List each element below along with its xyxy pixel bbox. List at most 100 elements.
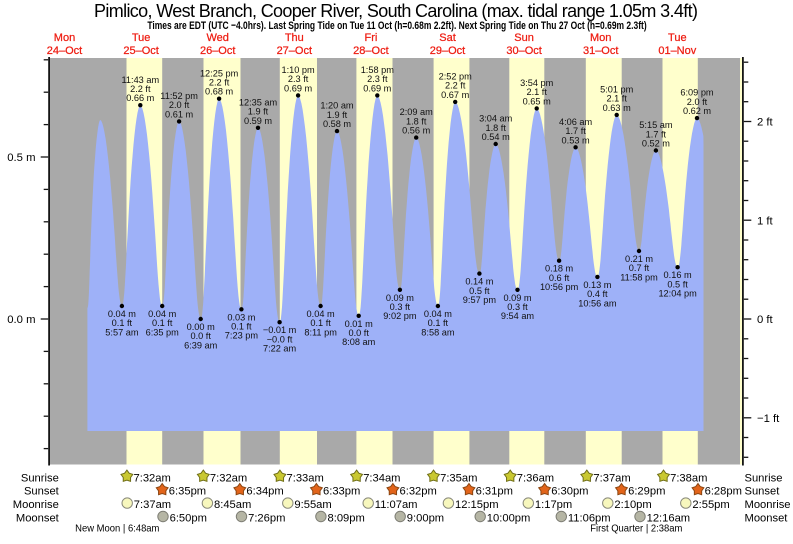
svg-text:0.65 m: 0.65 m <box>523 96 551 106</box>
svg-text:Sunset: Sunset <box>745 486 781 498</box>
svg-text:0.14 m: 0.14 m <box>465 277 493 287</box>
svg-text:0.58 m: 0.58 m <box>323 119 351 129</box>
svg-text:Moonrise: Moonrise <box>13 499 59 511</box>
svg-text:0.1 ft: 0.1 ft <box>310 318 331 328</box>
svg-text:6:28pm: 6:28pm <box>705 486 742 498</box>
svg-text:6:30pm: 6:30pm <box>551 486 588 498</box>
svg-text:7:23 pm: 7:23 pm <box>225 331 259 341</box>
svg-text:0 ft: 0 ft <box>757 314 774 326</box>
svg-text:2:09 am: 2:09 am <box>400 107 434 117</box>
svg-text:1.8 ft: 1.8 ft <box>485 123 506 133</box>
svg-text:2:52 pm: 2:52 pm <box>439 72 473 82</box>
svg-text:0.4 ft: 0.4 ft <box>587 289 608 299</box>
svg-text:0.68 m: 0.68 m <box>205 87 233 97</box>
svg-text:26–Oct: 26–Oct <box>200 45 235 57</box>
svg-text:2.0 ft: 2.0 ft <box>169 100 190 110</box>
svg-text:0.52 m: 0.52 m <box>642 139 670 149</box>
svg-text:8:11 pm: 8:11 pm <box>304 327 337 337</box>
svg-text:8:45am: 8:45am <box>214 499 251 511</box>
svg-text:28–Oct: 28–Oct <box>353 45 388 57</box>
svg-text:1:20 am: 1:20 am <box>320 101 354 111</box>
svg-text:Mon: Mon <box>54 32 75 44</box>
svg-text:First Quarter | 2:38am: First Quarter | 2:38am <box>590 523 682 535</box>
svg-text:0.00 m: 0.00 m <box>187 322 215 332</box>
svg-text:12:04 pm: 12:04 pm <box>658 289 697 299</box>
svg-text:0.5 m: 0.5 m <box>7 152 35 164</box>
svg-text:Times are EDT (UTC −4.0hrs). L: Times are EDT (UTC −4.0hrs). Last Spring… <box>147 20 646 33</box>
svg-text:11:06pm: 11:06pm <box>568 513 611 525</box>
svg-text:0.6 ft: 0.6 ft <box>549 273 570 283</box>
svg-text:9:00pm: 9:00pm <box>407 513 444 525</box>
svg-text:Thu: Thu <box>285 32 304 44</box>
svg-text:5:57 am: 5:57 am <box>105 327 139 337</box>
svg-text:0.13 m: 0.13 m <box>583 280 611 290</box>
svg-text:Pimlico, West Branch, Cooper R: Pimlico, West Branch, Cooper River, Sout… <box>94 1 698 21</box>
svg-text:10:00pm: 10:00pm <box>487 513 531 525</box>
svg-text:8:58 am: 8:58 am <box>421 327 455 337</box>
svg-text:7:33am: 7:33am <box>287 472 324 484</box>
svg-text:6:31pm: 6:31pm <box>476 486 513 498</box>
svg-text:−1 ft: −1 ft <box>757 413 780 425</box>
svg-text:Tue: Tue <box>668 32 687 44</box>
svg-text:0.09 m: 0.09 m <box>386 293 414 303</box>
svg-text:1:10 pm: 1:10 pm <box>281 65 315 75</box>
svg-text:6:34pm: 6:34pm <box>246 486 283 498</box>
svg-text:6:39 am: 6:39 am <box>184 340 218 350</box>
svg-text:6:50pm: 6:50pm <box>170 513 207 525</box>
svg-text:0.16 m: 0.16 m <box>664 270 692 280</box>
svg-text:0.54 m: 0.54 m <box>482 132 510 142</box>
svg-text:Moonset: Moonset <box>16 513 60 525</box>
svg-text:11:52 pm: 11:52 pm <box>160 91 198 101</box>
svg-text:1.9 ft: 1.9 ft <box>327 110 348 120</box>
svg-text:1.9 ft: 1.9 ft <box>248 107 269 117</box>
svg-text:11:43 am: 11:43 am <box>121 75 159 85</box>
svg-text:7:37am: 7:37am <box>134 499 171 511</box>
svg-text:Moonrise: Moonrise <box>745 499 791 511</box>
svg-text:0.09 m: 0.09 m <box>503 293 531 303</box>
svg-text:0.5 ft: 0.5 ft <box>667 279 688 289</box>
svg-text:Fri: Fri <box>364 32 377 44</box>
svg-text:0.61 m: 0.61 m <box>165 109 193 119</box>
svg-text:2.2 ft: 2.2 ft <box>445 81 466 91</box>
svg-text:30–Oct: 30–Oct <box>506 45 541 57</box>
svg-text:0.0 ft: 0.0 ft <box>348 328 369 338</box>
svg-text:1:58 pm: 1:58 pm <box>361 65 395 75</box>
svg-text:7:32am: 7:32am <box>134 472 171 484</box>
svg-text:0.59 m: 0.59 m <box>244 116 272 126</box>
svg-text:1.7 ft: 1.7 ft <box>646 129 667 139</box>
svg-text:0.1 ft: 0.1 ft <box>152 318 173 328</box>
svg-text:11:58 pm: 11:58 pm <box>620 272 658 282</box>
svg-text:2:10pm: 2:10pm <box>614 499 651 511</box>
svg-text:29–Oct: 29–Oct <box>430 45 465 57</box>
svg-text:0.69 m: 0.69 m <box>363 83 391 93</box>
svg-text:31–Oct: 31–Oct <box>583 45 618 57</box>
svg-text:0.1 ft: 0.1 ft <box>112 318 133 328</box>
svg-text:0.1 ft: 0.1 ft <box>428 318 449 328</box>
svg-text:0.53 m: 0.53 m <box>562 135 590 145</box>
svg-text:6:09 pm: 6:09 pm <box>680 88 714 98</box>
svg-text:New Moon | 6:48am: New Moon | 6:48am <box>75 523 159 535</box>
svg-text:0.56 m: 0.56 m <box>402 126 430 136</box>
svg-text:12:25 pm: 12:25 pm <box>200 68 239 78</box>
svg-text:Sunrise: Sunrise <box>745 472 783 484</box>
svg-text:7:38am: 7:38am <box>670 472 707 484</box>
svg-text:Moonset: Moonset <box>745 513 789 525</box>
svg-text:Sat: Sat <box>439 32 456 44</box>
svg-text:5:01 pm: 5:01 pm <box>600 85 634 95</box>
svg-text:11:07am: 11:07am <box>375 499 418 511</box>
svg-text:7:34am: 7:34am <box>363 472 400 484</box>
svg-text:Wed: Wed <box>206 32 228 44</box>
svg-text:2.3 ft: 2.3 ft <box>288 74 309 84</box>
svg-text:2.3 ft: 2.3 ft <box>367 74 388 84</box>
svg-text:25–Oct: 25–Oct <box>123 45 158 57</box>
svg-text:Mon: Mon <box>590 32 611 44</box>
svg-text:−0.0 ft: −0.0 ft <box>267 334 293 344</box>
svg-text:2.2 ft: 2.2 ft <box>130 84 151 94</box>
svg-text:2.1 ft: 2.1 ft <box>606 94 627 104</box>
svg-text:9:54 am: 9:54 am <box>501 311 535 321</box>
svg-text:8:09pm: 8:09pm <box>328 513 365 525</box>
svg-text:9:57 pm: 9:57 pm <box>463 295 497 305</box>
svg-text:5:15 am: 5:15 am <box>639 120 673 130</box>
svg-text:8:08 am: 8:08 am <box>342 337 376 347</box>
svg-text:0.0 m: 0.0 m <box>7 314 35 326</box>
